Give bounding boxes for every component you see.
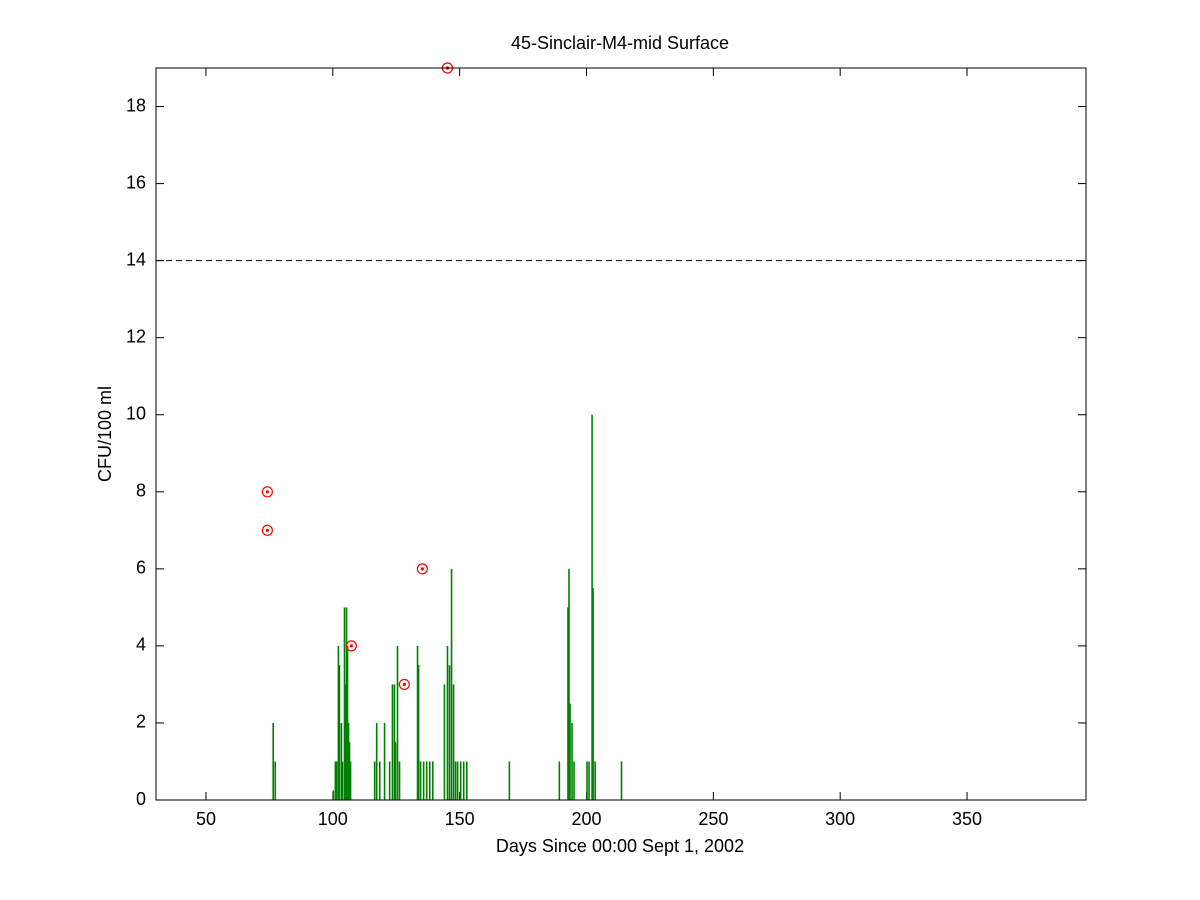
y-tick-label: 18 — [126, 95, 146, 115]
marker — [345, 640, 357, 652]
y-tick-label: 0 — [136, 789, 146, 809]
marker-ring — [416, 563, 428, 575]
marker-ring — [398, 678, 410, 691]
marker-dot — [420, 567, 424, 571]
marker-dot — [402, 682, 406, 687]
y-tick-label: 4 — [136, 635, 146, 655]
y-tick-label: 12 — [126, 326, 146, 346]
marker — [416, 563, 428, 575]
y-tick-label: 2 — [136, 712, 146, 732]
y-tick-label: 14 — [126, 249, 146, 269]
marker — [398, 678, 410, 691]
y-tick-label: 10 — [126, 403, 146, 423]
marker-ring — [345, 640, 357, 652]
marker-dot — [265, 490, 269, 494]
y-tick-label: 8 — [136, 481, 146, 501]
x-tick-label: 250 — [698, 809, 728, 829]
chart-title: 45-Sinclair-M4-mid Surface — [511, 33, 729, 53]
marker-ring — [261, 486, 273, 498]
marker-dot — [349, 644, 353, 648]
x-tick-label: 350 — [952, 809, 982, 829]
marker — [261, 524, 273, 536]
y-axis-label: CFU/100 ml — [95, 386, 115, 482]
x-tick-label: 200 — [571, 809, 601, 829]
marker-dot — [265, 528, 269, 532]
x-tick-label: 300 — [825, 809, 855, 829]
axes-box — [155, 67, 1087, 801]
y-tick-label: 6 — [136, 558, 146, 578]
marker-ring — [261, 524, 273, 536]
x-tick-label: 150 — [445, 809, 475, 829]
marker — [261, 486, 273, 498]
x-tick-label: 50 — [196, 809, 216, 829]
y-tick-label: 16 — [126, 172, 146, 192]
x-axis-label: Days Since 00:00 Sept 1, 2002 — [496, 836, 744, 856]
x-tick-label: 100 — [318, 809, 348, 829]
